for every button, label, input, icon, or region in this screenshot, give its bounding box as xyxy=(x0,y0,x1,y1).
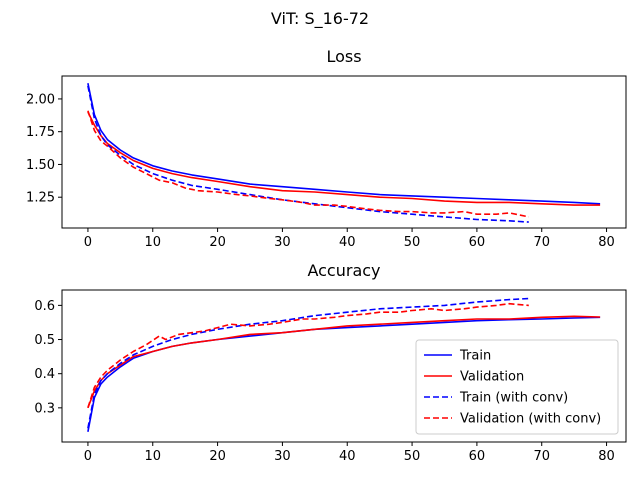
accuracy-xtick-label: 40 xyxy=(339,449,356,464)
loss-xtick-label: 50 xyxy=(404,235,421,250)
loss-ytick-label: 1.25 xyxy=(26,191,55,206)
loss-line-train xyxy=(87,83,601,205)
loss-axes-frame xyxy=(61,75,627,229)
loss-panel: Loss 0 10 20 30 40 50 60 70 80 1.25 1.50 1.75 2.00 xyxy=(26,47,627,250)
loss-xtick-label: 60 xyxy=(469,235,486,250)
loss-ytick-label: 1.50 xyxy=(26,158,55,173)
loss-xtick-label: 70 xyxy=(533,235,550,250)
accuracy-ytick-label: 0.5 xyxy=(34,333,55,348)
loss-xtick-label: 80 xyxy=(598,235,615,250)
legend-label-validation: Validation xyxy=(460,370,524,385)
accuracy-series-group xyxy=(87,297,601,432)
accuracy-xtick-label: 50 xyxy=(404,449,421,464)
accuracy-ytick-label: 0.4 xyxy=(34,367,55,382)
loss-line-validation xyxy=(87,111,601,206)
loss-xtick-label: 10 xyxy=(144,235,161,250)
loss-title: Loss xyxy=(326,47,361,66)
legend-label-validation-with-conv: Validation (with conv) xyxy=(460,412,601,427)
accuracy-line-train xyxy=(87,316,601,432)
accuracy-xtick-label: 10 xyxy=(144,449,161,464)
accuracy-legend: Train Validation Train (with conv) Validati… xyxy=(415,339,619,435)
loss-line-validation-with-conv xyxy=(87,110,529,218)
figure-title: ViT: S_16-72 xyxy=(271,9,369,29)
accuracy-xtick-label: 20 xyxy=(209,449,226,464)
accuracy-title: Accuracy xyxy=(307,261,380,280)
loss-xtick-label: 0 xyxy=(84,235,92,250)
loss-xtick-label: 30 xyxy=(274,235,291,250)
accuracy-panel: Accuracy 0 10 20 30 40 50 60 70 80 0.3 0.4 0.5 0.6 Tra… xyxy=(34,261,627,464)
loss-xtick-label: 40 xyxy=(339,235,356,250)
loss-series-group xyxy=(87,83,601,223)
accuracy-xtick-label: 80 xyxy=(598,449,615,464)
loss-line-train-with-conv xyxy=(87,85,529,223)
loss-xtick-label: 20 xyxy=(209,235,226,250)
loss-ytick-label: 1.75 xyxy=(26,125,55,140)
accuracy-ytick-label: 0.3 xyxy=(34,401,55,416)
accuracy-xtick-label: 70 xyxy=(533,449,550,464)
legend-box xyxy=(415,339,619,435)
accuracy-axes-frame xyxy=(61,289,627,443)
legend-label-train: Train xyxy=(459,349,491,364)
accuracy-ytick-label: 0.6 xyxy=(34,299,55,314)
loss-ytick-label: 2.00 xyxy=(26,92,55,107)
accuracy-xtick-label: 0 xyxy=(84,449,92,464)
legend-label-train-with-conv: Train (with conv) xyxy=(459,391,568,406)
accuracy-line-validation-with-conv xyxy=(87,302,529,409)
accuracy-xtick-label: 30 xyxy=(274,449,291,464)
accuracy-xtick-label: 60 xyxy=(469,449,486,464)
